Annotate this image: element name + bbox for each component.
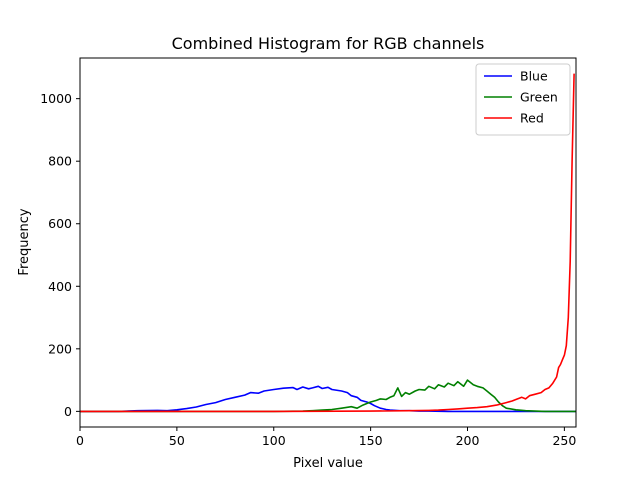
y-axis-label: Frequency [17, 208, 32, 275]
y-tick-label: 1000 [40, 91, 72, 106]
series-line-blue [80, 385, 576, 413]
x-tick-label: 0 [76, 433, 84, 448]
series-line-red [80, 73, 575, 413]
legend-label-blue: Blue [520, 69, 548, 84]
chart-title: Combined Histogram for RGB channels [172, 34, 485, 53]
plot-frame [79, 57, 577, 428]
y-tick-label: 600 [48, 216, 72, 231]
x-tick-label: 250 [552, 433, 576, 448]
y-tick-label: 400 [48, 279, 72, 294]
legend-label-red: Red [520, 111, 544, 126]
x-tick-label: 100 [262, 433, 286, 448]
plot-lines [80, 73, 576, 413]
x-tick-label: 150 [359, 433, 383, 448]
x-tick-label: 200 [456, 433, 480, 448]
y-tick-label: 800 [48, 154, 72, 169]
y-tick-label: 200 [48, 341, 72, 356]
series-line-green [80, 379, 576, 413]
legend-label-green: Green [520, 90, 558, 105]
legend: Blue Green Red [475, 63, 571, 136]
axis-ticks: 0 50 100 150 200 250 0 200 400 600 800 1000 [40, 91, 576, 448]
y-tick-label: 0 [64, 404, 72, 419]
x-tick-label: 50 [169, 433, 185, 448]
x-axis-label: Pixel value [293, 456, 363, 471]
